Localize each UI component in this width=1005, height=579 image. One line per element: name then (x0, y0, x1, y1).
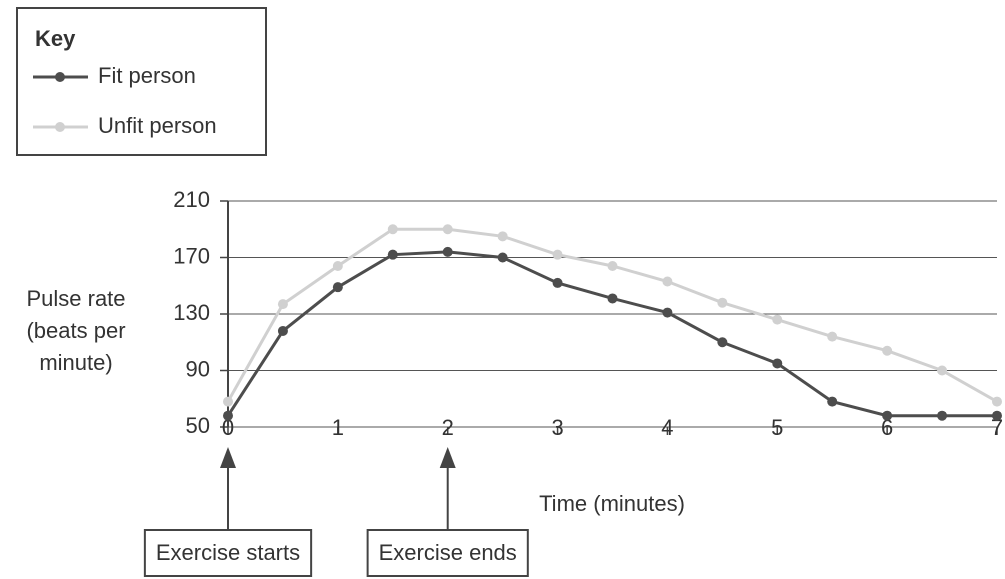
x-tick-label: 6 (881, 415, 893, 440)
data-point (607, 293, 618, 304)
data-point (607, 260, 618, 271)
arrow-head (220, 447, 236, 468)
annotation-label: Exercise ends (379, 540, 517, 565)
legend-label: Unfit person (98, 113, 217, 138)
y-tick-label: 50 (186, 413, 210, 438)
data-point (552, 277, 563, 288)
data-point (223, 410, 233, 421)
x-tick-label: 5 (771, 415, 783, 440)
data-point (223, 396, 233, 407)
y-tick-label: 90 (186, 356, 210, 381)
data-point (552, 249, 563, 260)
data-point (497, 231, 508, 242)
legend-dot (55, 72, 65, 82)
x-tick-label: 7 (991, 415, 1003, 440)
data-point (662, 307, 673, 318)
data-point (442, 224, 453, 235)
x-tick-label: 4 (661, 415, 673, 440)
legend-title: Key (35, 26, 76, 51)
series-line (226, 227, 998, 403)
annotation-box (143, 529, 313, 577)
data-point (332, 260, 343, 271)
data-point (387, 249, 398, 260)
data-point (772, 314, 783, 325)
legend-dot (55, 122, 65, 132)
x-tick-label: 1 (332, 415, 344, 440)
data-point (937, 365, 948, 376)
data-point (992, 396, 1002, 407)
arrow-head (439, 447, 456, 468)
data-point (497, 252, 508, 263)
annotation-box (366, 529, 529, 577)
data-point (992, 410, 1002, 421)
data-point (387, 224, 398, 235)
data-point (662, 276, 673, 287)
x-tick-label: 3 (551, 415, 563, 440)
data-point (332, 282, 343, 293)
legend-label: Fit person (98, 63, 196, 88)
data-point (772, 358, 783, 369)
data-point (882, 345, 893, 356)
data-point (442, 246, 453, 257)
data-point (937, 410, 948, 421)
data-point (277, 299, 288, 310)
data-point (882, 410, 893, 421)
data-point (277, 325, 288, 336)
y-tick-label: 130 (173, 300, 210, 325)
data-point (827, 396, 838, 407)
data-point (717, 297, 728, 308)
x-tick-label: 2 (442, 415, 454, 440)
y-tick-label: 210 (173, 187, 210, 212)
annotation-label: Exercise starts (156, 540, 300, 565)
data-point (827, 331, 838, 342)
x-tick-label: 0 (222, 415, 234, 440)
y-axis-label: Pulse rate (beats per minute) (26, 286, 126, 375)
series-line (226, 250, 997, 418)
data-point (717, 337, 728, 348)
x-axis-label: Time (minutes) (539, 491, 685, 516)
y-tick-label: 170 (173, 243, 210, 268)
